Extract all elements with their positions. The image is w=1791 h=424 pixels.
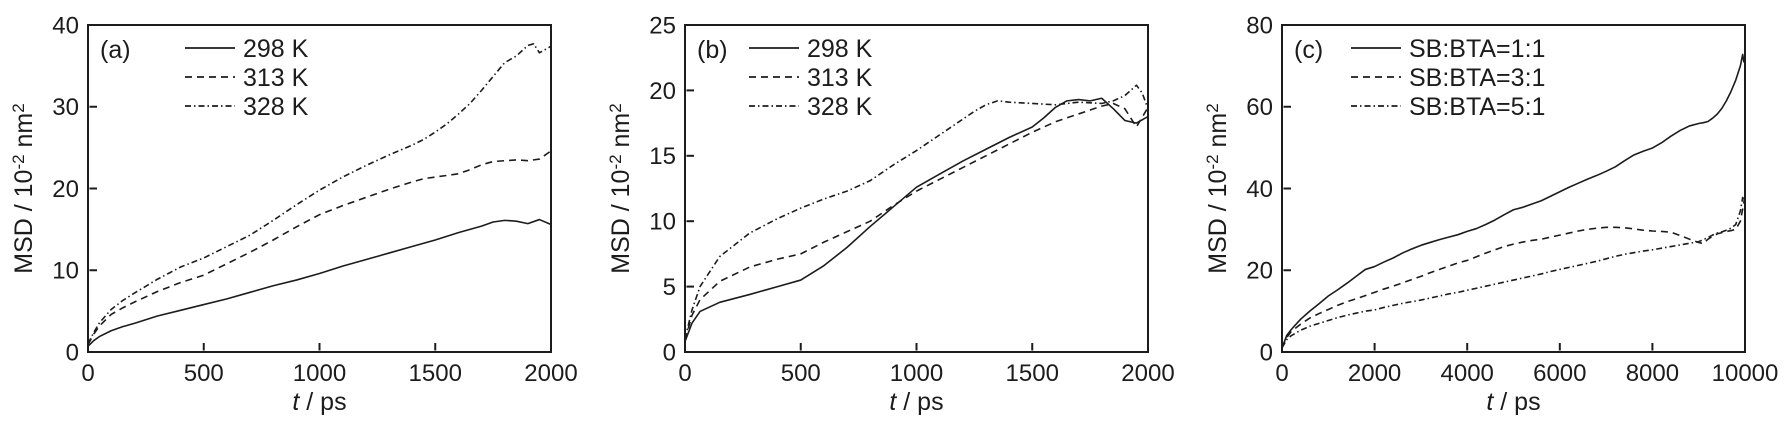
y-axis-title: MSD / 10-2 nm2 [9,103,38,273]
y-tick-label: 0 [663,339,676,366]
chart-panel-c: 0 2000 4000 6000 8000 10000 0 20 40 60 80 t / ps MSD… [1203,12,1779,416]
y-tick-label: 20 [649,78,676,105]
panel-letter: (b) [697,36,728,64]
y-tick-label: 10 [649,209,676,236]
x-tick-label: 1500 [409,360,462,387]
y-tick-label: 25 [649,12,676,39]
series-line-328-k [87,42,552,345]
y-tick-label: 10 [52,258,79,285]
y-tick-label: 15 [649,143,676,170]
legend-label: SB:BTA=3:1 [1409,64,1545,92]
legend-label: 328 K [807,93,873,121]
x-tick-label: 0 [81,360,94,387]
x-tick-label: 10000 [1712,360,1779,387]
legend-label: SB:BTA=1:1 [1409,35,1545,63]
x-tick-label: 0 [678,360,691,387]
series-line-298-k [684,97,1149,342]
y-tick-label: 0 [66,339,79,366]
legend-label: 313 K [807,64,873,92]
x-tick-label: 0 [1275,360,1288,387]
series-line-sb-bta-3-1 [1281,195,1746,349]
panel-c: 0 2000 4000 6000 8000 10000 0 20 40 60 80 t / ps MSD… [1194,0,1791,424]
series-line-sb-bta-5-1 [1281,196,1746,349]
y-axis-title: MSD / 10-2 nm2 [1203,103,1232,273]
legend-label: SB:BTA=5:1 [1409,93,1545,121]
y-tick-label: 5 [663,274,676,301]
y-axis-title: MSD / 10-2 nm2 [606,103,635,273]
x-tick-label: 8000 [1626,360,1679,387]
x-axis-title: t / ps [292,388,346,416]
y-tick-label: 60 [1246,94,1273,121]
x-tick-label: 2000 [524,360,577,387]
x-axis-title: t / ps [889,388,943,416]
series-line-sb-bta-1-1 [1281,53,1746,349]
x-tick-label: 1500 [1006,360,1059,387]
x-tick-label: 6000 [1533,360,1586,387]
panel-a: 0 500 1000 1500 2000 0 10 20 30 40 t / ps MSD / 10-… [0,0,597,424]
plot-frame [684,24,1149,353]
panel-letter: (a) [100,36,131,64]
chart-panel-a: 0 500 1000 1500 2000 0 10 20 30 40 t / ps MSD / 10-… [9,12,578,416]
series-line-313-k [684,102,1149,341]
x-tick-label: 1000 [293,360,346,387]
panel-b: 0 500 1000 1500 2000 0 5 10 15 20 25 t / ps MSD / 10… [597,0,1194,424]
x-tick-label: 500 [184,360,224,387]
chart-panel-b: 0 500 1000 1500 2000 0 5 10 15 20 25 t / ps MSD / 10… [606,12,1175,416]
x-tick-label: 4000 [1441,360,1494,387]
y-tick-label: 20 [1246,258,1273,285]
x-tick-label: 500 [781,360,821,387]
x-axis-title: t / ps [1486,388,1540,416]
series-line-313-k [87,150,552,346]
series-line-298-k [87,218,552,347]
y-tick-label: 0 [1260,339,1273,366]
legend-label: 328 K [243,93,309,121]
y-tick-label: 80 [1246,12,1273,39]
y-tick-label: 20 [52,176,79,203]
panel-letter: (c) [1294,36,1323,64]
x-tick-label: 1000 [890,360,943,387]
plot-frame [1281,24,1746,353]
legend-label: 298 K [243,35,309,63]
y-tick-label: 40 [52,12,79,39]
series-line-328-k [684,84,1149,340]
y-tick-label: 40 [1246,176,1273,203]
legend-label: 298 K [807,35,873,63]
x-tick-label: 2000 [1348,360,1401,387]
x-tick-label: 2000 [1121,360,1174,387]
y-tick-label: 30 [52,94,79,121]
plot-frame [87,24,552,353]
legend-label: 313 K [243,64,309,92]
